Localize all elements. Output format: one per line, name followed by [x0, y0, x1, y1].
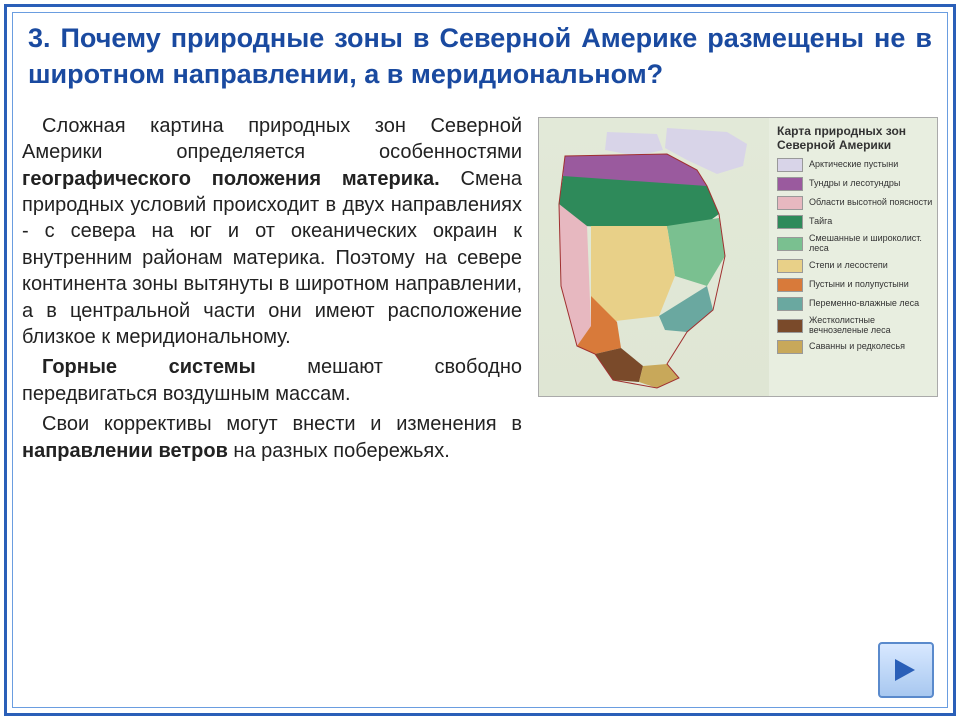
next-button[interactable] — [878, 642, 934, 698]
legend-item: Пустыни и полупустыни — [777, 278, 935, 292]
arrow-right-icon — [889, 653, 923, 687]
legend-swatch — [777, 297, 803, 311]
zone-arctic-islands — [605, 132, 663, 156]
legend-item: Арктические пустыни — [777, 158, 935, 172]
slide-content: 3. Почему природные зоны в Северной Амер… — [22, 20, 938, 700]
p1-bold-geo: географического положения материка. — [22, 168, 440, 190]
legend-swatch — [777, 215, 803, 229]
paragraph-1: Сложная картина природных зон Северной А… — [22, 113, 522, 351]
legend-swatch — [777, 278, 803, 292]
legend-label: Смешанные и широколист. леса — [809, 234, 935, 254]
legend-label: Пустыни и полупустыни — [809, 280, 909, 290]
legend-swatch — [777, 340, 803, 354]
text-column: Сложная картина природных зон Северной А… — [22, 113, 526, 468]
legend-label: Жестколистные вечнозеленые леса — [809, 316, 935, 336]
p3-pre: Свои коррективы могут внести и изменения… — [42, 413, 522, 435]
legend-label: Тундры и лесотундры — [809, 179, 900, 189]
legend-item: Тундры и лесотундры — [777, 177, 935, 191]
map-legend: Арктические пустыни Тундры и лесотундры … — [777, 158, 935, 360]
map-column: Карта природных зон Северной Америки Арк… — [538, 113, 938, 468]
legend-item: Переменно-влажные леса — [777, 297, 935, 311]
legend-swatch — [777, 177, 803, 191]
legend-label: Степи и лесостепи — [809, 261, 888, 271]
paragraph-2: Горные системы мешают свободно передвига… — [22, 354, 522, 407]
map-title: Карта природных зон Северной Америки — [777, 124, 933, 153]
legend-swatch — [777, 196, 803, 210]
legend-swatch — [777, 158, 803, 172]
legend-swatch — [777, 259, 803, 273]
p3-bold-winds: направлении ветров — [22, 440, 228, 462]
legend-label: Тайга — [809, 217, 832, 227]
legend-item: Степи и лесостепи — [777, 259, 935, 273]
p1-pre: Сложная картина природных зон Северной А… — [22, 115, 522, 163]
legend-label: Переменно-влажные леса — [809, 299, 919, 309]
north-america-map-icon — [547, 126, 761, 390]
zone-steppe — [591, 226, 675, 322]
map-area — [539, 118, 769, 396]
legend-label: Арктические пустыни — [809, 160, 898, 170]
zone-mixed — [667, 218, 725, 286]
question-heading: 3. Почему природные зоны в Северной Амер… — [22, 20, 938, 105]
map-box: Карта природных зон Северной Америки Арк… — [538, 117, 938, 397]
p3-post: на разных побережьях. — [228, 440, 450, 462]
legend-item: Саванны и редколесья — [777, 340, 935, 354]
legend-label: Области высотной поясности — [809, 198, 932, 208]
paragraph-3: Свои коррективы могут внести и изменения… — [22, 411, 522, 464]
legend-swatch — [777, 319, 803, 333]
p2-bold-mountains: Горные системы — [42, 356, 256, 378]
legend-item: Жестколистные вечнозеленые леса — [777, 316, 935, 336]
legend-item: Области высотной поясности — [777, 196, 935, 210]
legend-item: Тайга — [777, 215, 935, 229]
legend-item: Смешанные и широколист. леса — [777, 234, 935, 254]
legend-label: Саванны и редколесья — [809, 342, 905, 352]
p1-mid: Смена природных условий происходит в дву… — [22, 168, 522, 348]
body-row: Сложная картина природных зон Северной А… — [22, 113, 938, 468]
zone-savanna — [639, 364, 679, 388]
legend-swatch — [777, 237, 803, 251]
